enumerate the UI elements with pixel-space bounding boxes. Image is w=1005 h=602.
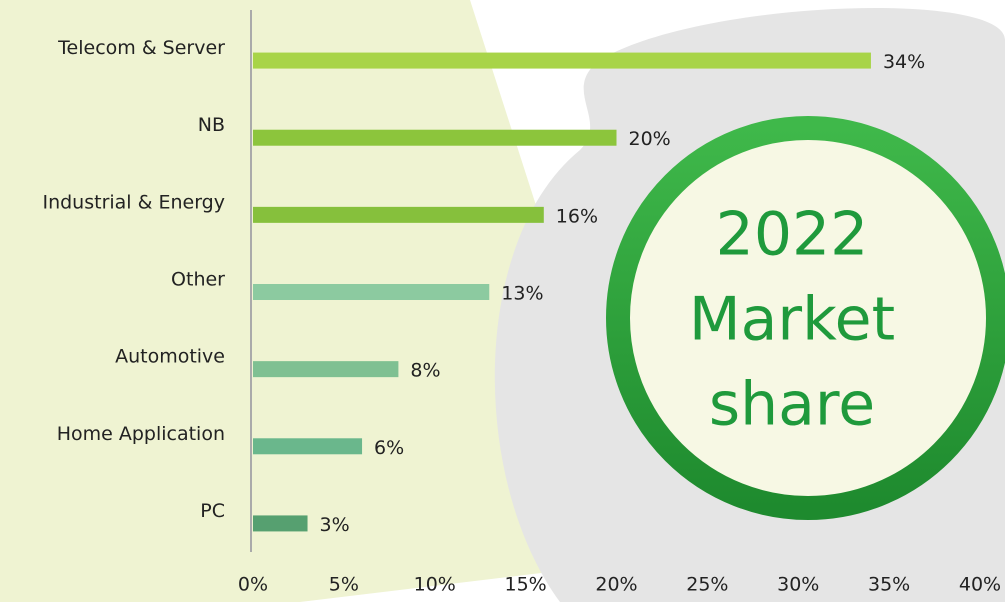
value-label: 34%: [883, 51, 925, 73]
x-tick-label: 5%: [329, 574, 359, 596]
x-tick-label: 35%: [868, 574, 910, 596]
value-label: 8%: [410, 360, 440, 382]
category-label: Industrial & Energy: [42, 191, 225, 213]
bar: [253, 361, 399, 378]
bar: [253, 515, 308, 532]
bar: [253, 52, 871, 69]
x-tick-label: 30%: [777, 574, 819, 596]
category-label: Home Application: [57, 423, 225, 445]
category-label: PC: [200, 500, 225, 522]
value-label: 6%: [374, 437, 404, 459]
value-label: 20%: [629, 128, 671, 150]
bar: [253, 284, 490, 300]
value-label: 13%: [501, 283, 543, 305]
badge-line: share: [709, 370, 875, 440]
x-tick-label: 40%: [959, 574, 1001, 596]
badge-line: 2022: [716, 200, 869, 270]
background-wedge: [0, 0, 650, 602]
category-label: Other: [171, 269, 225, 291]
category-label: Telecom & Server: [57, 37, 225, 59]
value-label: 16%: [556, 205, 598, 227]
x-tick-label: 0%: [238, 574, 268, 596]
x-tick-label: 10%: [414, 574, 456, 596]
value-label: 3%: [320, 514, 350, 536]
category-label: Automotive: [115, 346, 225, 368]
category-label: NB: [198, 114, 225, 136]
bar: [253, 129, 617, 146]
badge-text: 2022 Market share: [689, 200, 895, 440]
plot: 0% 5% 10% 15% 20% 25% 30% 35% 40% Telecom & Serve…: [42, 37, 1001, 595]
x-tick-label: 20%: [595, 574, 637, 596]
bar: [253, 206, 544, 223]
badge: [606, 116, 1005, 520]
x-tick-label: 25%: [686, 574, 728, 596]
bar: [253, 438, 363, 455]
badge-line: Market: [689, 285, 895, 355]
x-tick-label: 15%: [505, 574, 547, 596]
